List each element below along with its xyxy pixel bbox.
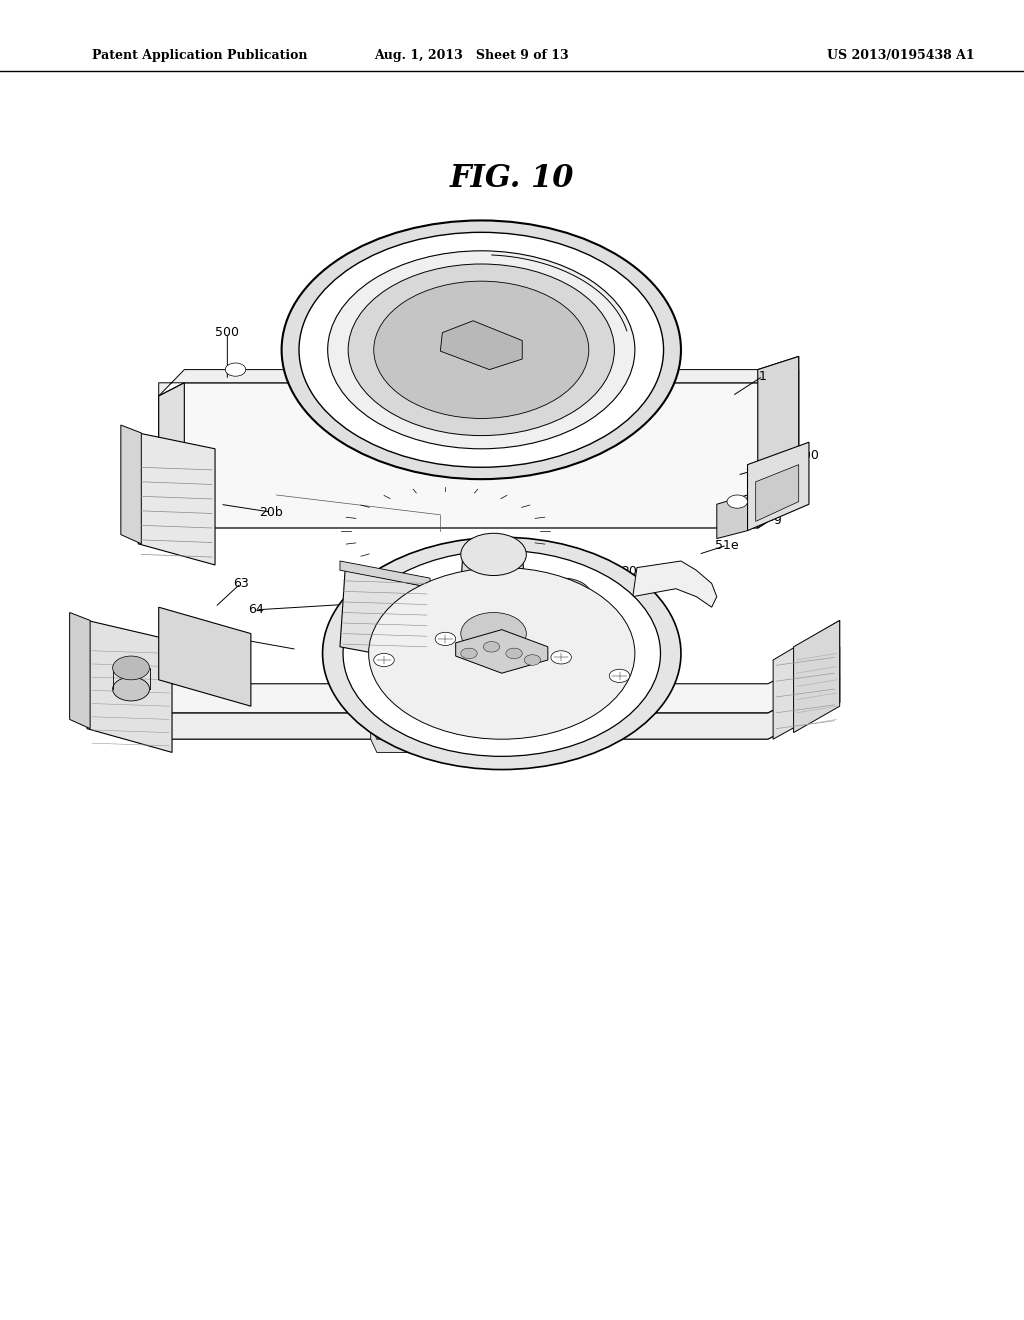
Polygon shape [87,620,172,752]
Text: 51: 51 [770,484,786,498]
Polygon shape [340,561,430,587]
Text: 51e: 51e [715,539,739,552]
Polygon shape [159,356,799,396]
Polygon shape [717,495,748,539]
Ellipse shape [328,251,635,449]
Ellipse shape [461,533,526,576]
Ellipse shape [535,578,592,615]
Polygon shape [159,383,184,528]
Text: 1f: 1f [608,326,621,339]
Ellipse shape [496,579,508,587]
Text: 100: 100 [211,630,236,643]
Text: 1: 1 [759,370,767,383]
Ellipse shape [348,264,614,436]
Polygon shape [121,425,141,544]
Polygon shape [758,356,799,528]
Ellipse shape [537,579,549,587]
Polygon shape [371,726,428,752]
Text: 51g: 51g [758,511,782,524]
Ellipse shape [475,579,487,587]
Ellipse shape [461,648,477,659]
Ellipse shape [461,612,526,655]
Polygon shape [440,321,522,370]
Ellipse shape [374,653,394,667]
Text: 51f: 51f [451,552,471,565]
Ellipse shape [506,648,522,659]
Text: 8c: 8c [351,326,366,339]
Text: Patent Application Publication: Patent Application Publication [92,49,307,62]
Polygon shape [70,612,90,729]
Text: FIG. 10: FIG. 10 [450,162,574,194]
Ellipse shape [483,642,500,652]
Ellipse shape [727,495,748,508]
Ellipse shape [343,550,660,756]
Polygon shape [456,630,548,673]
Text: 1g: 1g [494,310,510,323]
Ellipse shape [369,568,635,739]
Polygon shape [794,620,840,733]
Ellipse shape [225,363,246,376]
Ellipse shape [535,562,592,599]
Polygon shape [159,370,799,528]
Text: 64: 64 [248,603,264,616]
Polygon shape [87,647,840,713]
Polygon shape [773,620,840,739]
Polygon shape [87,676,840,739]
Polygon shape [524,726,582,752]
Ellipse shape [323,537,681,770]
Text: 20c: 20c [622,565,644,578]
Polygon shape [138,433,215,565]
Polygon shape [756,465,799,521]
Polygon shape [748,442,809,531]
Text: 300: 300 [397,257,422,271]
Polygon shape [633,561,717,607]
Ellipse shape [299,232,664,467]
Text: Aug. 1, 2013   Sheet 9 of 13: Aug. 1, 2013 Sheet 9 of 13 [374,49,568,62]
Polygon shape [159,607,251,706]
Ellipse shape [113,656,150,680]
Text: 63: 63 [232,577,249,590]
Ellipse shape [435,632,456,645]
Text: 500: 500 [215,326,240,339]
Ellipse shape [609,669,630,682]
Ellipse shape [374,281,589,418]
Ellipse shape [113,677,150,701]
Text: 20b: 20b [259,506,284,519]
Ellipse shape [516,579,528,587]
Text: 400: 400 [795,449,819,462]
Polygon shape [340,570,430,663]
Polygon shape [459,554,527,634]
Ellipse shape [282,220,681,479]
Text: US 2013/0195438 A1: US 2013/0195438 A1 [827,49,975,62]
Ellipse shape [551,651,571,664]
Ellipse shape [524,655,541,665]
